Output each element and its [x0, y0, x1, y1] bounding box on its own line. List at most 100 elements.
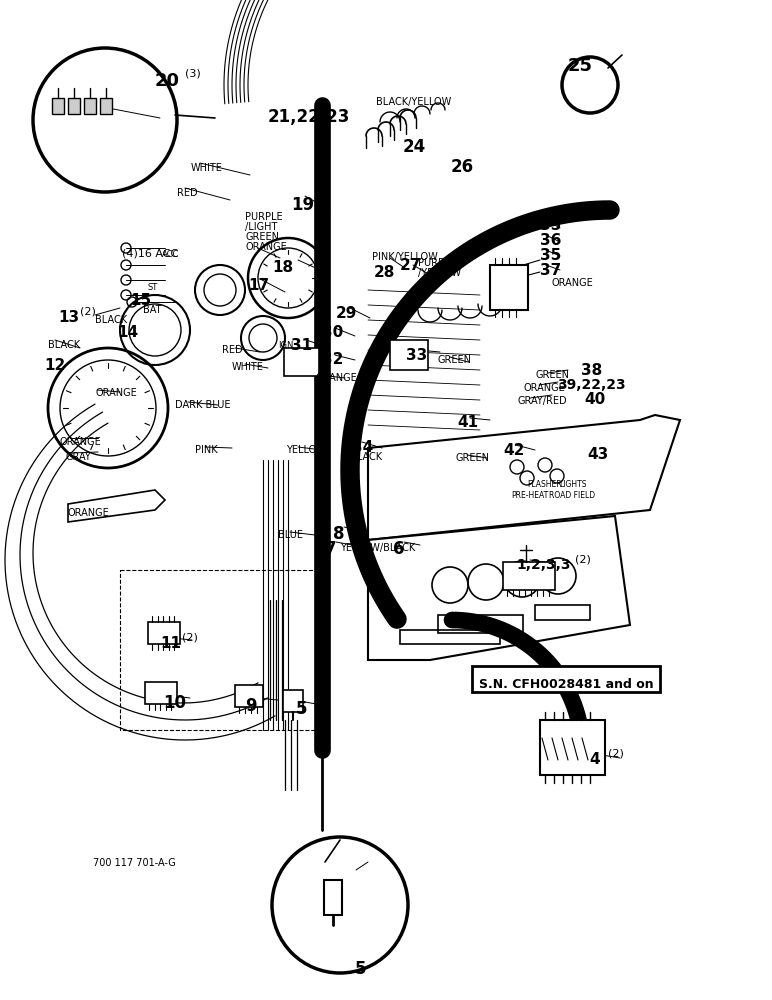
Text: 18: 18 — [272, 260, 293, 275]
Text: ACC: ACC — [162, 250, 179, 259]
Polygon shape — [68, 490, 165, 522]
Bar — [503, 562, 555, 590]
Text: (3): (3) — [185, 68, 201, 78]
Text: 25: 25 — [568, 57, 593, 75]
Text: PINK/YELLOW: PINK/YELLOW — [372, 252, 438, 262]
Text: 26: 26 — [451, 158, 474, 176]
Bar — [390, 340, 428, 370]
Text: 28: 28 — [374, 265, 395, 280]
Bar — [438, 615, 523, 633]
Text: FLASHER: FLASHER — [527, 480, 561, 489]
Bar — [535, 605, 590, 620]
Text: (2): (2) — [80, 306, 96, 316]
Text: 40: 40 — [584, 392, 605, 407]
Text: ORANGE: ORANGE — [245, 242, 286, 252]
Text: 6: 6 — [393, 540, 405, 558]
Text: ORANGE: ORANGE — [524, 383, 566, 393]
Text: (4)16 ACC: (4)16 ACC — [122, 248, 178, 258]
Text: GREEN: GREEN — [536, 370, 570, 380]
Polygon shape — [368, 415, 680, 540]
Bar — [324, 880, 342, 915]
Text: (2): (2) — [608, 748, 624, 758]
Text: 35: 35 — [540, 248, 561, 263]
Text: ORANGE: ORANGE — [95, 388, 137, 398]
Text: 700 117 701-A-G: 700 117 701-A-G — [93, 858, 176, 868]
Text: WHITE: WHITE — [232, 362, 264, 372]
Text: IGN: IGN — [278, 341, 293, 350]
Text: BLACK: BLACK — [48, 340, 80, 350]
Text: 17: 17 — [248, 278, 269, 293]
Bar — [235, 685, 263, 707]
Text: 21,22,23: 21,22,23 — [268, 108, 350, 126]
Bar — [84, 98, 96, 114]
Text: GREEN: GREEN — [245, 232, 279, 242]
Text: 8: 8 — [333, 525, 344, 543]
Text: GRAY/RED: GRAY/RED — [518, 396, 567, 406]
Text: BLACK: BLACK — [350, 452, 382, 462]
Text: 14: 14 — [117, 325, 138, 340]
Bar — [540, 720, 605, 775]
Bar — [52, 98, 64, 114]
Bar — [145, 682, 177, 704]
Text: 27: 27 — [400, 258, 422, 273]
Text: 10: 10 — [163, 694, 186, 712]
Text: 34: 34 — [352, 440, 373, 455]
Text: PURPLE: PURPLE — [245, 212, 283, 222]
Bar — [283, 690, 303, 712]
Text: BLUE: BLUE — [278, 530, 303, 540]
Text: 19: 19 — [291, 196, 314, 214]
Bar — [400, 630, 500, 644]
Text: (2): (2) — [575, 554, 591, 564]
Text: 36: 36 — [540, 233, 561, 248]
Text: 5: 5 — [355, 960, 367, 978]
Text: /LIGHT: /LIGHT — [245, 222, 277, 232]
Text: BLACK: BLACK — [95, 315, 127, 325]
Text: PRE-HEAT: PRE-HEAT — [511, 491, 548, 500]
Text: PINK: PINK — [195, 445, 218, 455]
Bar — [148, 622, 180, 644]
Text: 31: 31 — [291, 338, 312, 353]
Text: 11: 11 — [160, 636, 181, 651]
Text: 32: 32 — [322, 352, 344, 367]
Text: 15: 15 — [130, 293, 151, 308]
Text: ROAD FIELD: ROAD FIELD — [549, 491, 595, 500]
Bar — [472, 666, 660, 692]
Text: ORANGE: ORANGE — [68, 508, 110, 518]
Text: 30: 30 — [322, 325, 344, 340]
Bar — [120, 570, 320, 730]
Text: ST: ST — [148, 283, 158, 292]
Text: WHITE: WHITE — [191, 163, 223, 173]
Text: 5: 5 — [296, 700, 307, 718]
Text: 29: 29 — [336, 306, 357, 321]
Text: 39,22,23: 39,22,23 — [557, 378, 625, 392]
Bar — [284, 348, 319, 376]
Text: ORANGE: ORANGE — [316, 373, 357, 383]
Text: ORANGE: ORANGE — [551, 278, 593, 288]
Text: GREEN: GREEN — [438, 355, 472, 365]
Text: PURPLE: PURPLE — [418, 258, 455, 268]
Text: 4: 4 — [589, 752, 600, 767]
Text: RED: RED — [177, 188, 198, 198]
Text: RED: RED — [222, 345, 242, 355]
Text: 41: 41 — [457, 415, 478, 430]
Text: BAT: BAT — [143, 305, 161, 315]
Text: 13: 13 — [58, 310, 79, 325]
Text: 43: 43 — [587, 447, 608, 462]
Text: 33: 33 — [406, 348, 427, 363]
Text: YELLOW: YELLOW — [286, 445, 326, 455]
Text: 7: 7 — [325, 540, 337, 558]
Text: /YELLOW: /YELLOW — [418, 268, 461, 278]
Bar — [100, 98, 112, 114]
Polygon shape — [368, 516, 630, 660]
Text: LIGHTS: LIGHTS — [559, 480, 587, 489]
Text: DARK BLUE: DARK BLUE — [175, 400, 231, 410]
Text: GREEN: GREEN — [455, 453, 489, 463]
Text: 37: 37 — [540, 263, 561, 278]
Text: GRAY: GRAY — [65, 452, 91, 462]
Text: 42: 42 — [503, 443, 524, 458]
Bar — [490, 265, 528, 310]
Text: 35: 35 — [540, 218, 561, 233]
Text: 1,2,3,3: 1,2,3,3 — [516, 558, 571, 572]
Text: 20: 20 — [155, 72, 180, 90]
Text: 12: 12 — [44, 358, 66, 373]
